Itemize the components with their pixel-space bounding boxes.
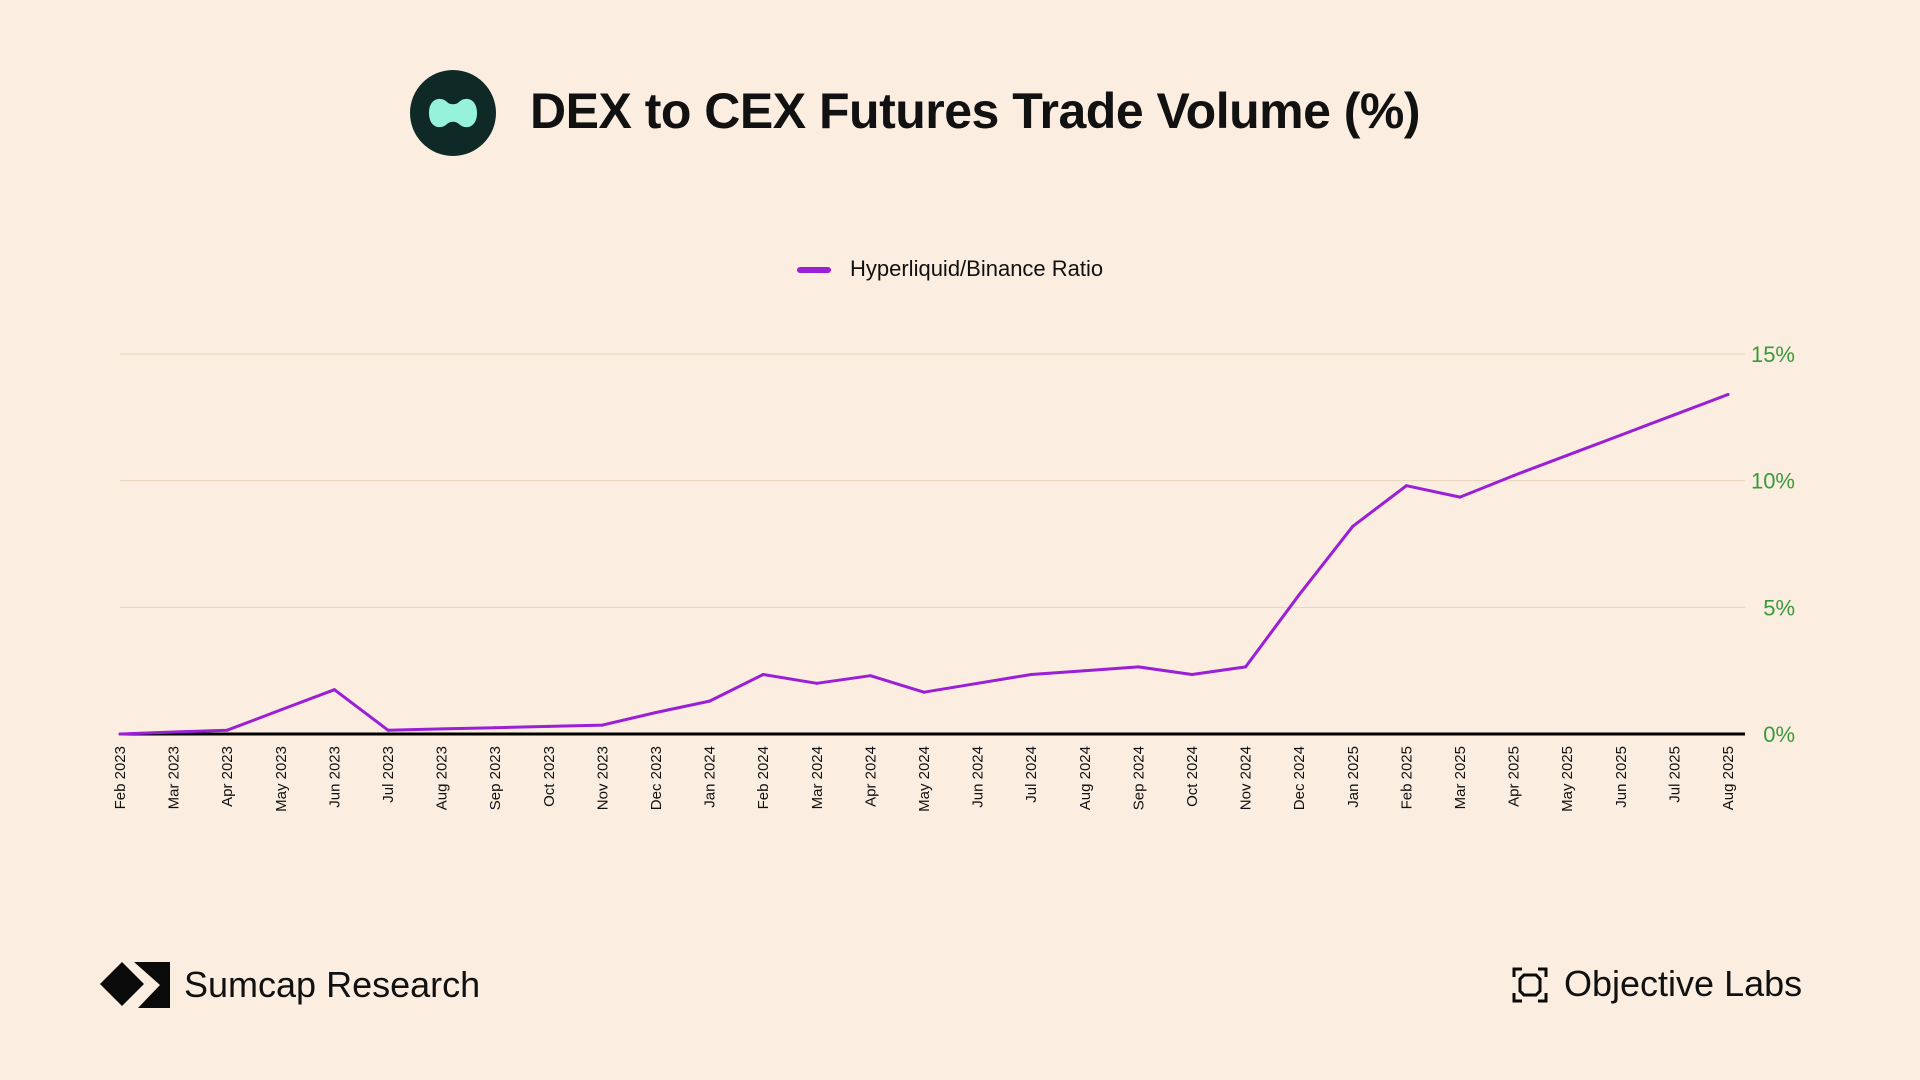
x-tick-label: Apr 2025 bbox=[1506, 746, 1523, 807]
x-tick-label: Jun 2023 bbox=[326, 746, 343, 808]
x-tick-label: Jun 2024 bbox=[970, 746, 987, 808]
x-tick-label: Apr 2024 bbox=[862, 746, 879, 807]
data-point bbox=[1083, 669, 1087, 673]
y-tick-label: 5% bbox=[1763, 595, 1795, 620]
data-point bbox=[654, 710, 658, 714]
x-tick-label: Aug 2025 bbox=[1720, 746, 1737, 810]
x-tick-label: Apr 2023 bbox=[219, 746, 236, 807]
data-point bbox=[1404, 484, 1408, 488]
y-tick-label: 10% bbox=[1751, 469, 1795, 494]
x-tick-label: Aug 2024 bbox=[1077, 746, 1094, 810]
x-tick-label: Jul 2023 bbox=[380, 746, 397, 803]
objective-labs-logo-icon bbox=[1512, 967, 1548, 1003]
x-tick-label: Mar 2023 bbox=[166, 746, 183, 809]
x-tick-label: Dec 2024 bbox=[1291, 746, 1308, 810]
y-tick-label: 0% bbox=[1763, 722, 1795, 747]
data-point bbox=[922, 690, 926, 694]
data-point bbox=[386, 728, 390, 732]
objective-labs-brand-name: Objective Labs bbox=[1564, 963, 1803, 1004]
data-point bbox=[225, 728, 229, 732]
x-tick-label: Dec 2023 bbox=[648, 746, 665, 810]
x-tick-label: Mar 2025 bbox=[1452, 746, 1469, 809]
data-point bbox=[976, 681, 980, 685]
x-tick-label: Jul 2024 bbox=[1023, 746, 1040, 803]
hyperliquid-logo-icon bbox=[410, 70, 496, 156]
x-tick-label: Mar 2024 bbox=[809, 746, 826, 809]
x-tick-label: Jul 2025 bbox=[1666, 746, 1683, 803]
data-point bbox=[332, 688, 336, 692]
x-tick-label: May 2023 bbox=[273, 746, 290, 812]
series-line bbox=[118, 393, 1730, 736]
data-point bbox=[547, 724, 551, 728]
x-tick-label: Nov 2024 bbox=[1238, 746, 1255, 810]
data-point bbox=[1297, 593, 1301, 597]
legend-swatch bbox=[797, 267, 831, 273]
data-point bbox=[761, 672, 765, 676]
data-point bbox=[1029, 672, 1033, 676]
data-point bbox=[815, 681, 819, 685]
chart-header: DEX to CEX Futures Trade Volume (%) bbox=[0, 70, 1920, 156]
data-point bbox=[868, 674, 872, 678]
x-tick-label: Jan 2024 bbox=[702, 746, 719, 808]
sumcap-logo-icon bbox=[100, 962, 170, 1008]
data-point bbox=[1136, 665, 1140, 669]
x-tick-label: Feb 2023 bbox=[112, 746, 129, 809]
line-chart: 0% 5% 10% 15% Feb 2023 Mar 2023 Apr 2023 May 20… bbox=[112, 342, 1795, 812]
x-tick-label: May 2025 bbox=[1559, 746, 1576, 812]
data-point bbox=[1458, 495, 1462, 499]
sumcap-brand-name: Sumcap Research bbox=[184, 964, 481, 1005]
data-point bbox=[172, 730, 176, 734]
data-point bbox=[1351, 524, 1355, 528]
legend-label: Hyperliquid/Binance Ratio bbox=[850, 256, 1104, 281]
data-point bbox=[1190, 672, 1194, 676]
data-point bbox=[1244, 665, 1248, 669]
data-point bbox=[279, 708, 283, 712]
data-point bbox=[493, 726, 497, 730]
data-point bbox=[118, 732, 122, 736]
x-tick-label: Sep 2024 bbox=[1130, 746, 1147, 810]
x-tick-label: Nov 2023 bbox=[594, 746, 611, 810]
data-point bbox=[1512, 474, 1516, 478]
y-tick-label: 15% bbox=[1751, 342, 1795, 367]
data-point bbox=[1672, 413, 1676, 417]
x-tick-label: Aug 2023 bbox=[434, 746, 451, 810]
x-tick-label: Feb 2024 bbox=[755, 746, 772, 809]
data-point bbox=[1619, 433, 1623, 437]
data-point bbox=[600, 723, 604, 727]
x-tick-label: Jun 2025 bbox=[1613, 746, 1630, 808]
x-tick-label: Oct 2024 bbox=[1184, 746, 1201, 807]
x-tick-label: Sep 2023 bbox=[487, 746, 504, 810]
data-point bbox=[440, 727, 444, 731]
data-point bbox=[1726, 393, 1730, 397]
x-tick-label: May 2024 bbox=[916, 746, 933, 812]
x-tick-label: Feb 2025 bbox=[1398, 746, 1415, 809]
chart-title: DEX to CEX Futures Trade Volume (%) bbox=[530, 83, 1421, 139]
x-tick-label: Oct 2023 bbox=[541, 746, 558, 807]
x-tick-label: Jan 2025 bbox=[1345, 746, 1362, 808]
data-point bbox=[708, 699, 712, 703]
data-point bbox=[1565, 453, 1569, 457]
chart-legend: Hyperliquid/Binance Ratio bbox=[0, 256, 1920, 286]
